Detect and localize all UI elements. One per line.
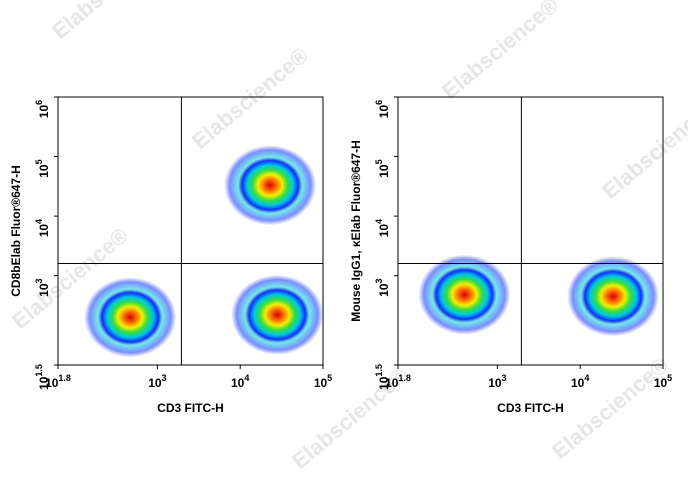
x-tick-label-base: 10 [314,376,328,390]
y-tick-label: 103 [374,278,391,296]
x-tick-label-exponent: 3 [162,373,167,383]
plot-frame [397,96,664,366]
y-tick-label-exponent: 3 [374,278,384,283]
y-tick-label-exponent: 5 [374,159,384,164]
y-tick-label-base: 10 [37,164,51,178]
y-tick-label-base: 10 [377,283,391,297]
x-tick-label-base: 10 [385,376,399,390]
population-core [581,268,646,325]
x-tick-label: 104 [231,373,249,390]
y-tick-label-exponent: 6 [374,100,384,105]
y-tick-label-base: 10 [37,105,51,119]
watermark: Elabscience® [187,42,313,153]
watermark: Elabscience® [597,92,688,203]
x-tick-label-base: 10 [654,376,668,390]
x-tick-label: 105 [314,373,332,390]
y-tick-label: 106 [34,100,51,118]
x-tick-label-base: 10 [571,376,585,390]
y-tick-label-exponent: 4 [374,219,384,224]
watermark: Elabscience® [47,0,173,44]
y-tick-label: 105 [34,159,51,177]
y-tick-label: 106 [374,100,391,118]
x-tick-label: 104 [571,373,589,390]
y-axis-label: Mouse IgG1, κElab Fluor®647-H [349,140,363,322]
x-axis-label: CD3 FITC-H [157,401,224,415]
plot-frame [57,96,324,366]
y-tick-label-base: 10 [377,164,391,178]
x-tick-label-base: 10 [148,376,162,390]
x-tick-label-exponent: 4 [584,373,589,383]
y-tick-label: 105 [374,159,391,177]
population [231,274,324,355]
population [418,254,511,335]
x-tick-label-exponent: 1.8 [58,373,71,383]
y-tick-label: 104 [34,219,51,237]
y-tick-label: 103 [34,278,51,296]
population [84,277,177,358]
y-tick-label-base: 10 [37,283,51,297]
x-tick-label-exponent: 4 [244,373,249,383]
x-tick-label-exponent: 5 [667,373,672,383]
y-tick-label-exponent: 1.5 [34,364,44,377]
population [567,256,660,337]
y-tick-label-exponent: 5 [34,159,44,164]
x-tick-label: 101.8 [45,373,71,390]
x-tick-label: 103 [148,373,166,390]
y-tick-label-exponent: 4 [34,219,44,224]
y-tick-label-exponent: 3 [34,278,44,283]
population-core [245,286,310,343]
y-axis-label: CD8bElab Fluor®647-H [9,165,23,297]
y-tick-label-base: 10 [377,224,391,238]
y-tick-label: 101.5 [34,364,51,390]
x-tick-label-exponent: 1.8 [398,373,411,383]
x-tick-label-base: 10 [231,376,245,390]
population-core [432,266,497,323]
y-tick-label-base: 10 [37,224,51,238]
y-tick-label-exponent: 6 [34,100,44,105]
y-tick-label-base: 10 [377,105,391,119]
watermark: Elabscience® [547,352,673,463]
x-tick-label-exponent: 3 [502,373,507,383]
y-tick-label-base: 10 [37,376,51,390]
y-tick-label: 104 [374,219,391,237]
x-tick-label: 103 [488,373,506,390]
x-axis-label: CD3 FITC-H [497,401,564,415]
y-tick-label-exponent: 1.5 [374,364,384,377]
x-tick-label-exponent: 5 [327,373,332,383]
x-tick-label: 105 [654,373,672,390]
watermark: Elabscience® [437,0,563,104]
watermarks: Elabscience® Elabscience® Elabscience® E… [7,0,688,474]
x-tick-label-base: 10 [488,376,502,390]
x-tick-label: 101.8 [385,373,411,390]
y-tick-label-base: 10 [377,376,391,390]
population [224,145,317,226]
population-core [238,157,303,214]
population-core [98,289,163,346]
x-tick-label-base: 10 [45,376,59,390]
y-tick-label: 101.5 [374,364,391,390]
